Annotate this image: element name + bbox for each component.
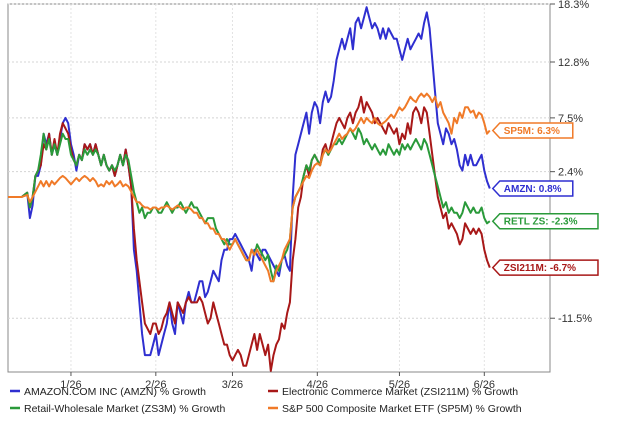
- legend-label-3: S&P 500 Composite Market ETF (SP5M) % Gr…: [282, 403, 522, 415]
- y-axis: 18.3% 12.8% 7.5% 2.4% -11.5%: [550, 0, 592, 325]
- x-tick-label-1: 2/26: [145, 379, 166, 391]
- end-label-1: ZSI211M: -6.7%: [491, 259, 599, 276]
- x-tick-label-5: 6/26: [474, 379, 495, 391]
- legend-label-0: AMAZON.COM INC (AMZN) % Growth: [24, 386, 206, 398]
- x-tick-label-4: 5/26: [389, 379, 410, 391]
- end-label-text-0: AMZN: 0.8%: [504, 184, 562, 195]
- x-axis: 1/26 2/26 3/26 4/26 5/26 6/26: [60, 372, 495, 391]
- end-label-text-1: ZSI211M: -6.7%: [504, 263, 576, 274]
- plot-area: [7, 3, 551, 373]
- end-label-text-3: SP5M: 6.3%: [504, 126, 560, 137]
- series-layer: [8, 6, 491, 372]
- end-label-box-3: [491, 122, 574, 139]
- series-line-2: [8, 127, 491, 283]
- legend-item-0: AMAZON.COM INC (AMZN) % Growth: [10, 386, 206, 398]
- legend-label-2: Retail-Wholesale Market (ZS3M) % Growth: [24, 403, 225, 415]
- end-labels: AMZN: 0.8% ZSI211M: -6.7% RETL ZS: -2.3% SP…: [491, 122, 599, 276]
- legend-item-1: Electronic Commerce Market (ZSI211M) % G…: [268, 386, 518, 398]
- end-label-box-2: [491, 212, 599, 230]
- end-label-0: AMZN: 0.8%: [491, 180, 574, 197]
- series-line-3: [8, 92, 491, 283]
- legend-item-2: Retail-Wholesale Market (ZS3M) % Growth: [10, 403, 225, 415]
- x-tick-label-3: 4/26: [307, 379, 328, 391]
- y-tick-label-4: -11.5%: [558, 313, 592, 325]
- y-tick-label-1: 12.8%: [558, 57, 589, 69]
- y-tick-label-3: 2.4%: [558, 167, 583, 179]
- end-label-box-0: [491, 180, 574, 197]
- y-tick-label-2: 7.5%: [558, 113, 583, 125]
- legend-label-1: Electronic Commerce Market (ZSI211M) % G…: [282, 386, 518, 398]
- legend-item-3: S&P 500 Composite Market ETF (SP5M) % Gr…: [268, 403, 522, 415]
- end-label-2: RETL ZS: -2.3%: [491, 212, 599, 230]
- end-label-box-1: [491, 259, 599, 276]
- x-tick-label-0: 1/26: [60, 379, 81, 391]
- x-tick-label-2: 3/26: [222, 379, 243, 391]
- end-label-text-2: RETL ZS: -2.3%: [504, 217, 578, 228]
- legend: AMAZON.COM INC (AMZN) % Growth Electronic…: [10, 386, 522, 415]
- y-tick-label-0: 18.3%: [558, 0, 589, 11]
- end-label-3: SP5M: 6.3%: [491, 122, 574, 139]
- grid-lines: [8, 3, 550, 372]
